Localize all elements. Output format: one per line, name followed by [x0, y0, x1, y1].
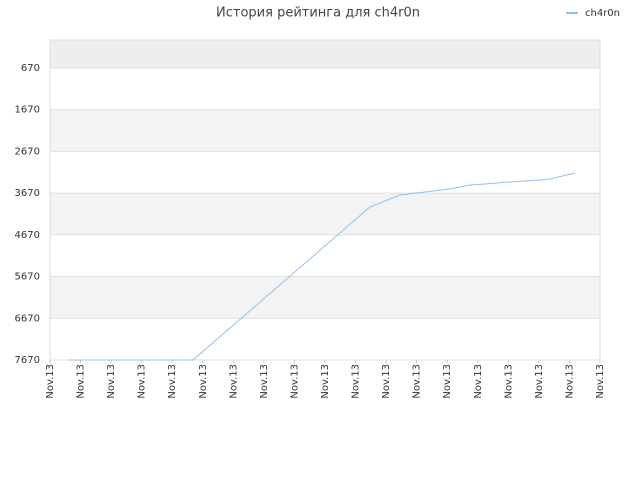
y-tick-label: 670 [21, 63, 40, 74]
x-tick-label: Nov.13 [167, 364, 178, 399]
x-tick-label: Nov.13 [473, 364, 484, 399]
x-tick-label: Nov.13 [289, 364, 300, 399]
y-tick-label: 1670 [15, 105, 40, 116]
x-tick-label: Nov.13 [259, 364, 270, 399]
series-line [69, 172, 576, 361]
chart-title: История рейтинга для ch4r0n [216, 6, 420, 21]
y-tick-label: 5670 [15, 272, 40, 283]
x-tick-label: Nov.13 [228, 364, 239, 399]
band [50, 109, 600, 152]
y-tick-label: 6670 [15, 313, 40, 324]
x-tick-label: Nov.13 [442, 364, 453, 399]
x-tick-label: Nov.13 [137, 364, 148, 399]
x-tick-label: Nov.13 [320, 364, 331, 399]
x-tick-label: Nov.13 [351, 364, 362, 399]
y-tick-label: 7670 [15, 355, 40, 366]
x-tick-label: Nov.13 [198, 364, 209, 399]
legend-label: ch4r0n [585, 8, 620, 19]
band [50, 276, 600, 319]
x-tick-label: Nov.13 [595, 364, 606, 399]
x-tick-label: Nov.13 [76, 364, 87, 399]
x-tick-label: Nov.13 [412, 364, 423, 399]
y-tick-label: 4670 [15, 230, 40, 241]
x-tick-label: Nov.13 [381, 364, 392, 399]
x-tick-label: Nov.13 [564, 364, 575, 399]
x-tick-label: Nov.13 [106, 364, 117, 399]
y-tick-label: 2670 [15, 146, 40, 157]
x-tick-label: Nov.13 [534, 364, 545, 399]
band [50, 40, 600, 68]
y-tick-label: 3670 [15, 188, 40, 199]
x-tick-label: Nov.13 [503, 364, 514, 399]
band [50, 193, 600, 235]
x-tick-label: Nov.13 [45, 364, 56, 399]
